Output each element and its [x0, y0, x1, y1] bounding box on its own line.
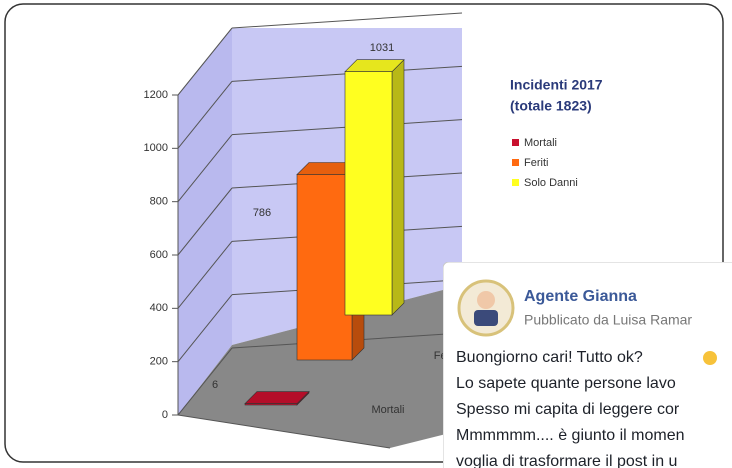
y-tick-label: 200	[150, 356, 168, 368]
post-author[interactable]: Agente Gianna	[524, 288, 637, 305]
post-text: voglia di trasformare il post in u	[456, 453, 677, 468]
post-text: Mmmmmm.... è giunto il momen	[456, 427, 684, 444]
chart-title: (totale 1823)	[510, 98, 592, 114]
avatar-face	[477, 291, 495, 309]
post-byline: Pubblicato da Luisa Ramar	[524, 312, 692, 328]
value-label: 786	[253, 207, 271, 219]
chart-title: Incidenti 2017	[510, 77, 603, 93]
y-tick-label: 600	[150, 249, 168, 261]
y-tick-label: 400	[150, 302, 168, 314]
bar	[345, 72, 392, 315]
bar	[297, 175, 352, 360]
y-tick-label: 1000	[144, 142, 168, 154]
screenshot: 0 200 400 600 800 1000 1200 6 Mortali Mortali 786 F…	[0, 0, 732, 468]
emoji	[703, 351, 717, 365]
avatar-body	[474, 310, 498, 326]
x-tick-label: Mortali	[371, 404, 404, 416]
value-label: 6	[212, 379, 218, 391]
post-text: Buongiorno cari! Tutto ok?	[456, 349, 643, 366]
legend-swatch	[512, 179, 519, 186]
legend-swatch	[512, 139, 519, 146]
y-tick-label: 0	[162, 409, 168, 421]
post-text: Spesso mi capita di leggere cor	[456, 401, 680, 418]
y-tick-label: 1200	[144, 89, 168, 101]
legend-label: Feriti	[524, 157, 548, 169]
y-tick-label: 800	[150, 196, 168, 208]
legend-label: Solo Danni	[524, 177, 578, 189]
bar-side	[392, 60, 404, 315]
legend-swatch	[512, 159, 519, 166]
value-label: 1031	[370, 42, 394, 54]
bar	[245, 404, 297, 405]
facebook-post: Agente Gianna Pubblicato da Luisa Ramar …	[443, 262, 732, 468]
post-text: Lo sapete quante persone lavo	[456, 375, 676, 392]
legend-label: Mortali	[524, 137, 557, 149]
